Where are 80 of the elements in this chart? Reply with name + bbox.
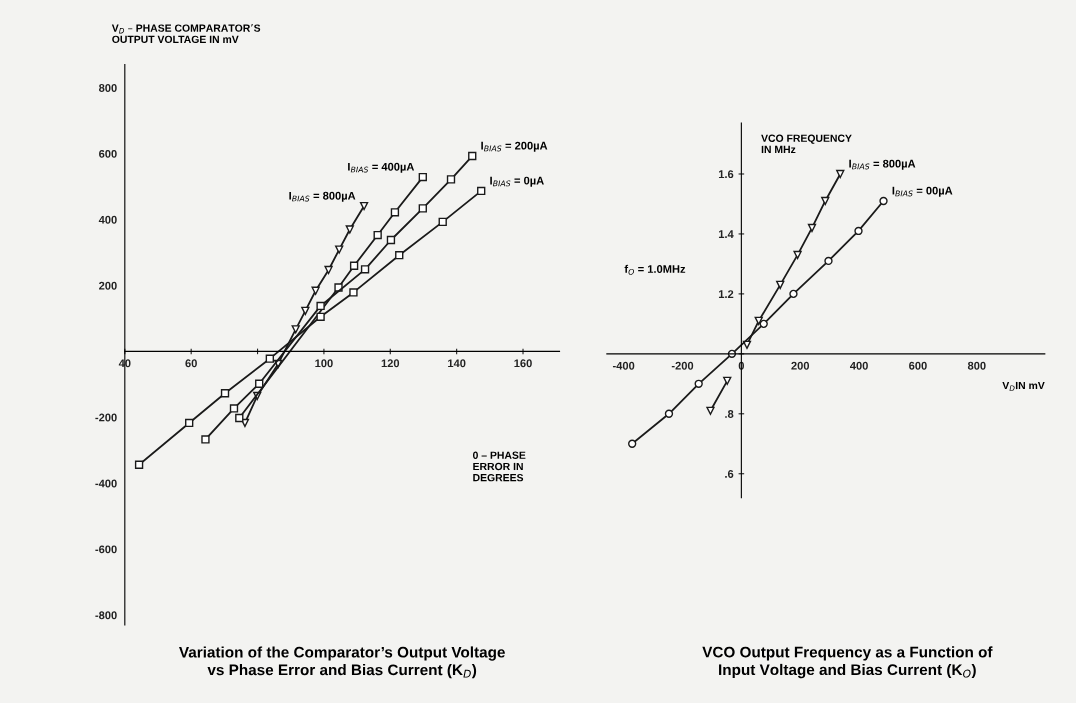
point: [723, 376, 732, 385]
point: [311, 286, 320, 295]
point: [438, 217, 447, 227]
point: [477, 186, 486, 196]
y-tick-label: 1.6: [718, 170, 734, 179]
text: Variation of the Comparator’s Output Voltage vs Phase Error and Bias Current (K$_{D}$): [179, 646, 505, 679]
y-tick-label: 1.4: [718, 230, 734, 238]
y-tick-label: -800: [95, 611, 117, 620]
point: [446, 175, 456, 184]
point: [349, 261, 359, 270]
point: [255, 379, 264, 388]
y-tick-label: .8: [725, 410, 734, 418]
point: [390, 208, 400, 217]
point: [776, 280, 785, 290]
point: [759, 319, 768, 329]
point: [349, 288, 358, 297]
point: [694, 379, 703, 388]
series-label: I$_{BIAS}$ = 800µA: [849, 159, 916, 170]
point: [789, 289, 798, 299]
point: [316, 312, 325, 321]
point: [628, 439, 637, 448]
point: [386, 235, 396, 245]
series-label: I$_{BIAS}$ = 800µA: [289, 191, 356, 202]
annotation: f$_{O}$ = 1.0MHz: [624, 264, 686, 275]
point: [836, 169, 845, 179]
x-axis-title: 0 – PHASE ERROR IN DEGREES: [472, 451, 526, 482]
point: [854, 226, 863, 236]
point: [395, 251, 404, 260]
point: [664, 409, 674, 418]
point: [316, 301, 325, 311]
text: VCO Output Frequency as a Function of Input Voltage and Bias Current (K$_{O}$): [702, 646, 993, 679]
y-tick-label: -200: [95, 413, 117, 422]
point: [265, 354, 274, 363]
point: [879, 196, 888, 206]
point: [235, 413, 244, 423]
point: [134, 460, 144, 469]
x-tick-label: 60: [185, 359, 197, 368]
y-tick-label: 600: [99, 149, 117, 158]
point: [418, 172, 427, 182]
point: [373, 230, 382, 240]
x-tick-label: 100: [315, 359, 333, 368]
point: [360, 265, 370, 274]
point: [418, 204, 427, 213]
y-tick-label: 800: [98, 84, 117, 92]
point: [793, 250, 802, 260]
point: [468, 151, 477, 161]
point: [324, 265, 333, 275]
point: [201, 435, 210, 444]
point: [824, 256, 833, 266]
x-tick-label: 140: [448, 359, 466, 368]
y-axis-title: V$_{D}$ – PHASE COMPARATOR’S OUTPUT VOLTAGE IN mV: [111, 24, 261, 44]
point: [706, 406, 715, 415]
point: [807, 223, 817, 233]
y-axis-title: VCO FREQUENCY IN MHz: [761, 134, 852, 154]
y-tick-label: -600: [95, 545, 117, 554]
point: [185, 418, 194, 428]
x-tick-label: 160: [514, 359, 532, 368]
point: [220, 389, 230, 398]
series-label: I$_{BIAS}$ = 00µA: [892, 186, 953, 197]
point: [229, 404, 239, 413]
y-tick-label: 200: [99, 281, 117, 290]
series-label: I$_{BIAS}$ = 0µA: [490, 176, 544, 187]
x-tick-label: 400: [849, 361, 868, 370]
series-label: I$_{BIAS}$ = 200µA: [481, 141, 548, 152]
y-tick-label: 400: [98, 215, 117, 224]
point: [821, 196, 830, 206]
y-tick-label: -400: [95, 479, 117, 488]
point: [291, 325, 300, 334]
x-axis-title: V$_{D}$IN mV: [1002, 381, 1045, 391]
x-tick-label: -400: [612, 361, 635, 370]
x-tick-label: 800: [967, 361, 986, 370]
y-tick-label: 1.2: [718, 290, 734, 298]
point: [301, 306, 310, 316]
point: [335, 245, 344, 254]
y-tick-label: .6: [725, 470, 734, 478]
x-tick-label: 600: [909, 361, 927, 370]
x-tick-label: 120: [381, 359, 400, 368]
series-label: I$_{BIAS}$ = 400µA: [348, 162, 415, 173]
x-tick-label: -200: [671, 361, 694, 370]
x-tick-label: 200: [791, 361, 810, 370]
